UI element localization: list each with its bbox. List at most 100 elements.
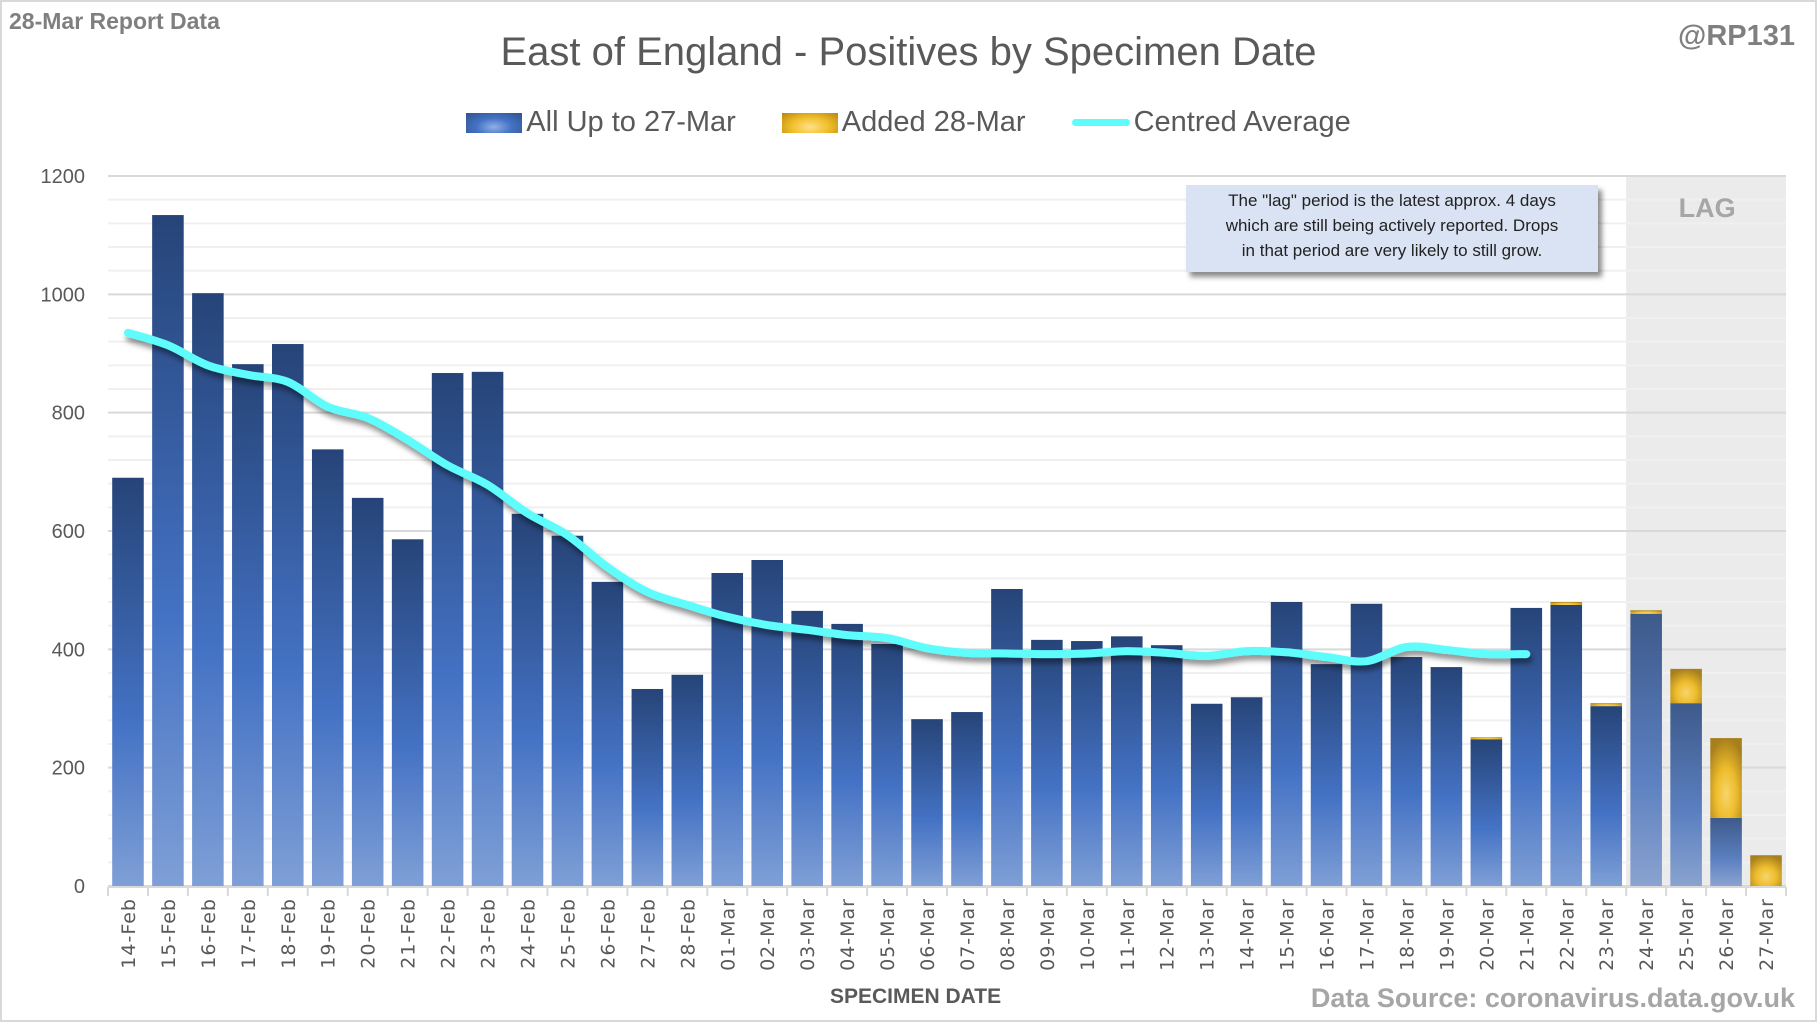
bar-all-up-to-27-mar bbox=[751, 559, 783, 886]
bar-added-28-mar bbox=[1710, 738, 1742, 818]
x-tick-label: 24-Feb bbox=[518, 898, 540, 969]
bar-all-up-to-27-mar bbox=[1710, 817, 1742, 886]
x-tick-label: 16-Mar bbox=[1317, 898, 1339, 971]
bar-all-up-to-27-mar bbox=[1430, 667, 1463, 886]
bar-all-up-to-27-mar bbox=[1031, 639, 1063, 886]
bar-all-up-to-27-mar bbox=[112, 477, 144, 886]
x-tick-label: 25-Feb bbox=[557, 898, 579, 969]
legend-item-all-up-to: All Up to 27-Mar bbox=[466, 106, 736, 139]
bar-all-up-to-27-mar bbox=[911, 719, 943, 886]
bar-added-28-mar bbox=[1750, 855, 1782, 886]
centred-average-line bbox=[123, 328, 1531, 666]
bar-all-up-to-27-mar bbox=[351, 497, 384, 886]
legend-label: Added 28-Mar bbox=[841, 106, 1026, 138]
bar-all-up-to-27-mar bbox=[1470, 739, 1503, 886]
bar-all-up-to-27-mar bbox=[1550, 604, 1583, 886]
bar-all-up-to-27-mar bbox=[671, 674, 704, 886]
x-tick-label: 05-Mar bbox=[877, 898, 899, 971]
bar-all-up-to-27-mar bbox=[192, 293, 224, 886]
bars bbox=[112, 215, 1782, 887]
lag-annotation-box: The "lag" period is the latest approx. 4… bbox=[1186, 185, 1598, 272]
bar-all-up-to-27-mar bbox=[1190, 703, 1223, 886]
bar-all-up-to-27-mar bbox=[791, 610, 823, 886]
x-tick-label: 26-Feb bbox=[597, 898, 619, 969]
bar-all-up-to-27-mar bbox=[431, 373, 464, 886]
bar-all-up-to-27-mar bbox=[232, 364, 264, 886]
bar-all-up-to-27-mar bbox=[591, 581, 624, 886]
bar-all-up-to-27-mar bbox=[1630, 613, 1662, 886]
y-tick-label: 400 bbox=[52, 639, 85, 661]
report-date-label: 28-Mar Report Data bbox=[9, 8, 220, 34]
y-tick-label: 1200 bbox=[41, 166, 86, 188]
x-tick-label: 02-Mar bbox=[757, 898, 779, 971]
bar-all-up-to-27-mar bbox=[631, 688, 664, 886]
bar-all-up-to-27-mar bbox=[951, 712, 983, 886]
bar-all-up-to-27-mar bbox=[1150, 645, 1183, 886]
x-tick-label: 20-Mar bbox=[1476, 898, 1498, 971]
x-tick-label: 08-Mar bbox=[997, 898, 1019, 971]
x-tick-label: 21-Feb bbox=[398, 898, 420, 969]
x-tick-label: 15-Mar bbox=[1277, 898, 1299, 971]
x-tick-label: 10-Mar bbox=[1077, 898, 1099, 971]
author-handle: @RP131 bbox=[1678, 20, 1795, 52]
x-tick-label: 01-Mar bbox=[717, 898, 739, 971]
bar-added-28-mar bbox=[1630, 610, 1662, 614]
legend: All Up to 27-Mar Added 28-Mar Centred Av… bbox=[0, 106, 1817, 139]
x-tick-label: 20-Feb bbox=[358, 898, 380, 969]
x-tick-label: 22-Feb bbox=[438, 898, 460, 969]
x-tick-label: 19-Mar bbox=[1436, 898, 1458, 971]
x-tick-label: 11-Mar bbox=[1117, 898, 1139, 971]
legend-item-centred-average: Centred Average bbox=[1071, 106, 1351, 139]
bar-all-up-to-27-mar bbox=[1310, 664, 1343, 886]
legend-swatch-gold-icon bbox=[781, 112, 838, 133]
bar-all-up-to-27-mar bbox=[152, 215, 184, 887]
data-source: Data Source: coronavirus.data.gov.uk bbox=[1310, 983, 1795, 1013]
x-tick-label: 03-Mar bbox=[797, 898, 819, 971]
y-tick-label: 1000 bbox=[41, 284, 86, 306]
x-tick-label: 09-Mar bbox=[1037, 898, 1059, 971]
annotation-line: The "lag" period is the latest approx. 4… bbox=[1228, 191, 1556, 210]
x-tick-label: 27-Feb bbox=[637, 898, 659, 969]
x-tick-label: 27-Mar bbox=[1756, 898, 1778, 971]
bar-added-28-mar bbox=[1550, 602, 1583, 605]
annotation-line: in that period are very likely to still … bbox=[1241, 241, 1543, 260]
x-tick-label: 14-Feb bbox=[118, 898, 140, 969]
centred-average-path bbox=[123, 328, 1531, 666]
bar-all-up-to-27-mar bbox=[991, 588, 1023, 886]
legend-label: All Up to 27-Mar bbox=[526, 106, 736, 138]
x-tick-label: 14-Mar bbox=[1237, 898, 1259, 971]
x-tick-label: 23-Mar bbox=[1596, 898, 1618, 971]
x-tick-label: 07-Mar bbox=[957, 898, 979, 971]
bar-all-up-to-27-mar bbox=[511, 513, 544, 886]
x-tick-label: 18-Mar bbox=[1396, 898, 1418, 971]
legend-swatch-blue-icon bbox=[466, 112, 523, 133]
x-tick-label: 17-Feb bbox=[238, 898, 260, 969]
y-tick-label: 600 bbox=[52, 521, 85, 543]
x-tick-label: 24-Mar bbox=[1636, 898, 1658, 971]
y-tick-label: 200 bbox=[52, 758, 85, 780]
bar-all-up-to-27-mar bbox=[1390, 657, 1423, 886]
bar-all-up-to-27-mar bbox=[1230, 697, 1263, 886]
x-axis-title: SPECIMEN DATE bbox=[830, 985, 1002, 1008]
x-tick-label: 28-Feb bbox=[677, 898, 699, 969]
x-tick-label: 04-Mar bbox=[837, 898, 859, 971]
bar-all-up-to-27-mar bbox=[1590, 706, 1622, 886]
bar-added-28-mar bbox=[1670, 668, 1702, 704]
bar-added-28-mar bbox=[1470, 737, 1503, 740]
x-tick-label: 06-Mar bbox=[917, 898, 939, 971]
x-tick-label: 16-Feb bbox=[198, 898, 220, 969]
bar-all-up-to-27-mar bbox=[1670, 703, 1702, 886]
lag-label: LAG bbox=[1679, 193, 1736, 223]
gridlines bbox=[108, 175, 1786, 887]
x-tick-label: 18-Feb bbox=[278, 898, 300, 969]
legend-item-added: Added 28-Mar bbox=[781, 106, 1026, 139]
bar-all-up-to-27-mar bbox=[391, 539, 424, 886]
legend-line-icon bbox=[1071, 119, 1130, 126]
bar-all-up-to-27-mar bbox=[711, 573, 744, 886]
x-tick-label: 13-Mar bbox=[1197, 898, 1219, 971]
x-axis: 14-Feb 15-Feb 16-Feb 17-Feb 18-Feb 19-Feb 20-F… bbox=[107, 886, 1787, 971]
y-tick-label: 800 bbox=[52, 403, 85, 425]
x-tick-label: 21-Mar bbox=[1516, 898, 1538, 971]
x-tick-label: 19-Feb bbox=[318, 898, 340, 969]
